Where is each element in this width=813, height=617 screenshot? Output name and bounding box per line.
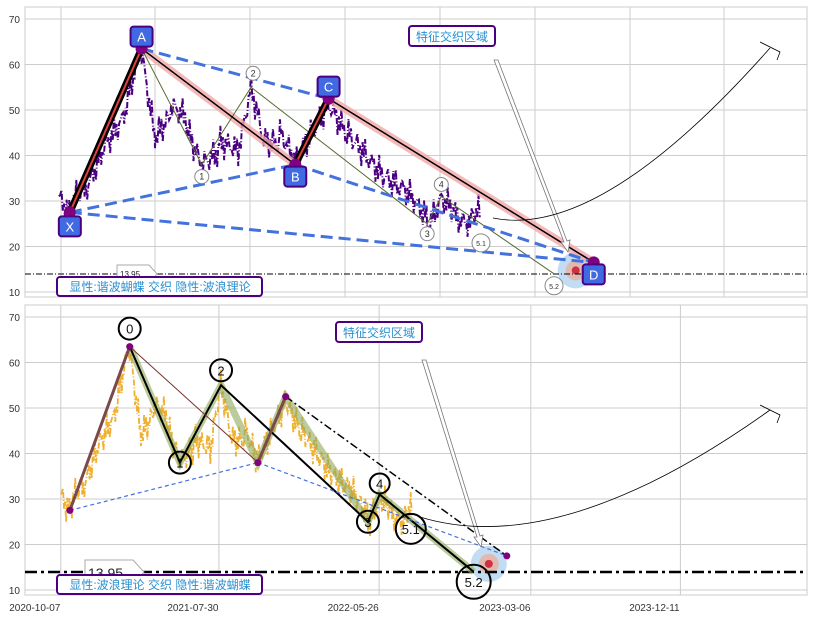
harmonic-label: A xyxy=(137,30,146,45)
harmonic-point xyxy=(503,552,511,560)
wave-label-circle xyxy=(355,509,380,534)
harmonic-label-box xyxy=(129,25,154,48)
harmonic-label: D xyxy=(589,267,598,282)
wave-label: 2 xyxy=(251,68,256,78)
arc-arrowhead xyxy=(759,404,781,424)
wave-label-circle xyxy=(368,472,391,495)
y-tick-label: 30 xyxy=(9,197,21,208)
harmonic-label-box xyxy=(581,263,606,286)
wave-label: 4 xyxy=(376,476,383,491)
y-tick-label: 70 xyxy=(9,15,21,26)
title-box xyxy=(335,321,423,343)
wave-label: 5.2 xyxy=(465,575,483,590)
y-tick-label: 10 xyxy=(9,586,21,597)
harmonic-label: C xyxy=(324,80,333,95)
title-box xyxy=(408,25,496,47)
wave-label: 2 xyxy=(217,363,224,378)
wave-path xyxy=(128,346,475,573)
y-tick-label: 60 xyxy=(9,61,21,72)
y-tick-label: 50 xyxy=(9,404,21,415)
harmonic-point xyxy=(254,459,262,467)
cd-leg xyxy=(328,97,595,264)
harmonic-point xyxy=(66,506,74,514)
wave-label-circle xyxy=(471,233,491,253)
caption-box xyxy=(56,574,263,595)
panel-title: 特征交织区域 xyxy=(416,29,488,44)
y-tick-label: 40 xyxy=(9,450,21,461)
xb-dashed xyxy=(69,163,296,214)
xb-dashed xyxy=(69,462,259,511)
wave-label-circle xyxy=(117,316,142,341)
y-tick-label: 10 xyxy=(9,288,21,299)
d-zone-center xyxy=(484,559,493,568)
harmonic-label-box xyxy=(283,165,308,188)
ab-leg xyxy=(141,47,296,166)
harmonic-label: X xyxy=(65,219,74,234)
d-zone-center xyxy=(571,266,580,275)
ab-leg xyxy=(129,346,259,463)
harmonic-label: B xyxy=(291,170,300,185)
wave-label-circle xyxy=(194,169,210,185)
bd-dashed xyxy=(257,462,508,557)
wave-path xyxy=(141,48,555,275)
harmonic-point xyxy=(126,343,134,351)
x-tick-label: 2023-12-11 xyxy=(629,603,680,614)
wave-label: 3 xyxy=(425,229,430,239)
support-value-label: 13.95 xyxy=(120,270,141,279)
bc-leg xyxy=(256,396,288,464)
xd-dashed xyxy=(69,210,594,264)
wave-label-circle xyxy=(544,276,564,296)
wave-label: 1 xyxy=(199,172,204,182)
x-tick-label: 2021-07-30 xyxy=(167,603,219,614)
arc-arrowhead xyxy=(759,41,781,61)
x-tick-label: 2022-05-26 xyxy=(328,603,380,614)
x-tick-label: 2023-03-06 xyxy=(479,603,531,614)
wave-label-circle xyxy=(245,65,261,81)
y-tick-label: 20 xyxy=(9,541,21,552)
projection-arc xyxy=(492,47,771,221)
wave-label-circle xyxy=(455,563,492,600)
wave-label: 3 xyxy=(364,515,371,530)
wave-label-circle xyxy=(433,176,449,192)
panel-title: 特征交织区域 xyxy=(343,325,415,340)
price-series xyxy=(58,50,481,239)
y-tick-label: 50 xyxy=(9,106,21,117)
harmonic-label-box xyxy=(57,215,82,238)
pattern-caption: 显性:波浪理论 交织 隐性:谐波蝴蝶 xyxy=(69,577,250,592)
wave-label: 5.2 xyxy=(549,284,559,291)
ac-dashed xyxy=(141,47,329,101)
wave-label-circle xyxy=(394,512,427,545)
wave-label: 4 xyxy=(439,179,444,189)
harmonic-point xyxy=(282,393,290,401)
wave-label-circle xyxy=(209,358,234,383)
y-tick-label: 20 xyxy=(9,243,21,254)
plot-area xyxy=(24,304,808,596)
wave-label-circle xyxy=(419,226,435,242)
price-series xyxy=(60,349,413,537)
y-tick-label: 60 xyxy=(9,359,21,370)
wave-label: 0 xyxy=(126,322,133,337)
x-tick-label: 2020-10-07 xyxy=(9,603,61,614)
xa-leg xyxy=(68,346,132,511)
bc-leg-core xyxy=(294,98,330,166)
wave-label: 5.1 xyxy=(476,241,486,248)
callout-arrow xyxy=(493,59,571,254)
y-tick-label: 40 xyxy=(9,152,21,163)
xa-leg-core xyxy=(68,48,143,213)
caption-box xyxy=(56,276,263,297)
wave-label: 5.1 xyxy=(402,522,420,537)
harmonic-label-box xyxy=(316,75,341,98)
y-tick-label: 30 xyxy=(9,495,21,506)
wave-label-circle xyxy=(167,450,192,475)
bd-dashed xyxy=(294,163,595,264)
y-tick-label: 70 xyxy=(9,313,21,324)
projection-arc xyxy=(419,409,771,527)
callout-arrow xyxy=(421,359,484,549)
wave-label: 1 xyxy=(176,456,183,471)
cd-leg xyxy=(285,396,508,557)
pattern-caption: 显性:谐波蝴蝶 交织 隐性:波浪理论 xyxy=(69,279,250,294)
